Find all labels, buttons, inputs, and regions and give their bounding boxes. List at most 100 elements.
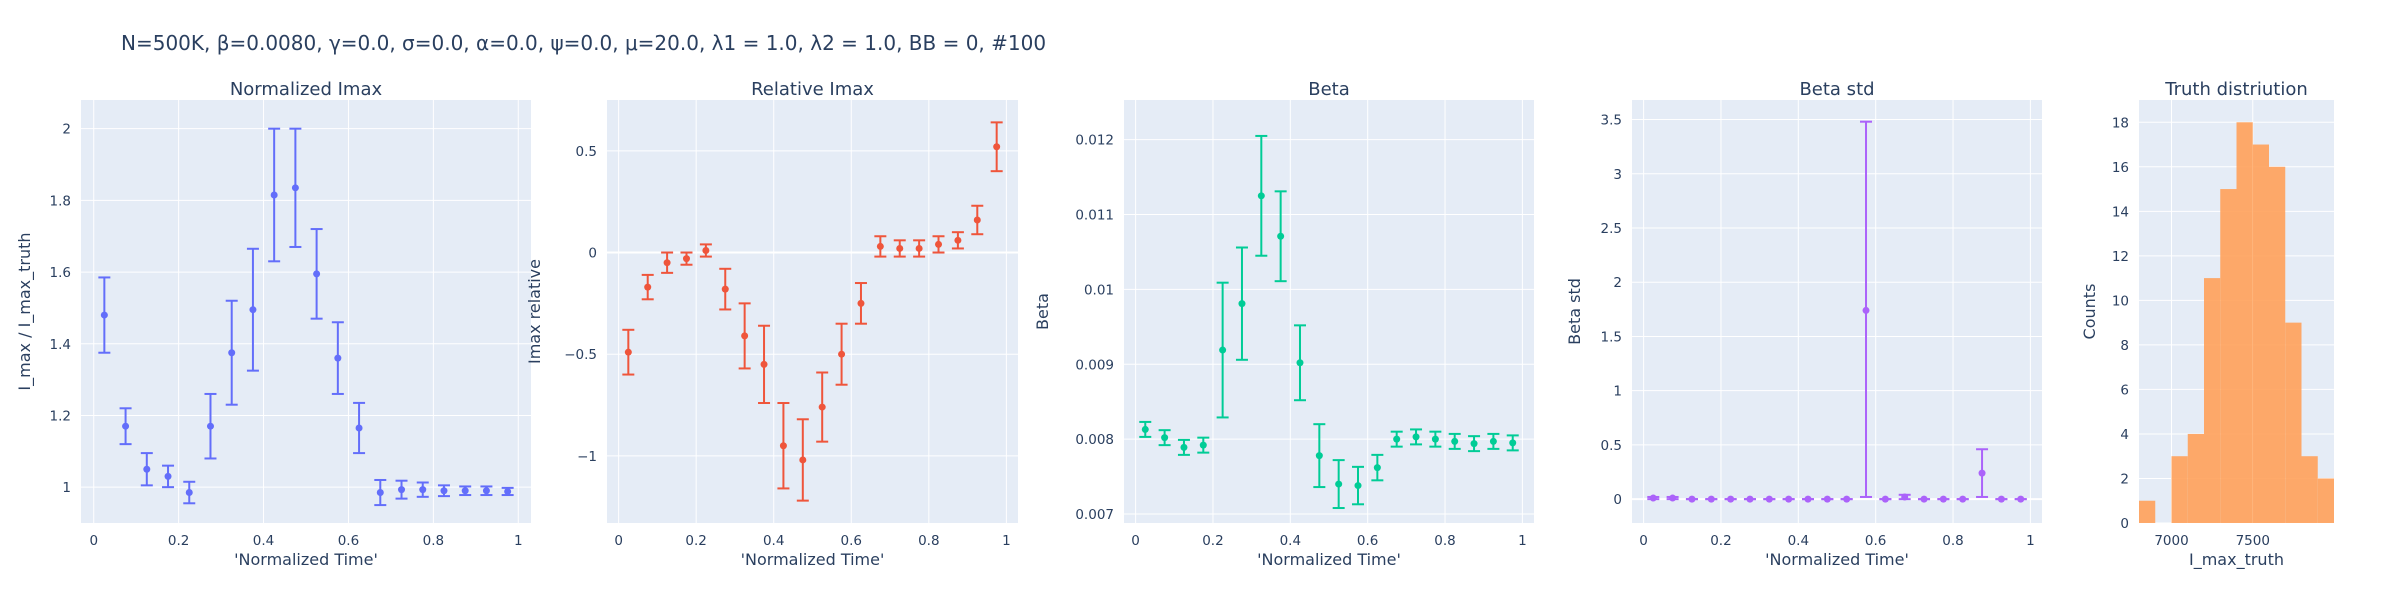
data-point: [1393, 435, 1401, 443]
data-point: [270, 191, 278, 199]
histogram-bar: [2317, 478, 2334, 523]
subplot-title: Relative Imax: [751, 79, 874, 100]
subplot-5: 0 2 4 6 8 10 12 14 16 18 7000 7500 Truth distriution…: [2080, 79, 2334, 570]
y-axis-label: Imax relative: [525, 259, 544, 364]
y-tick-label: 3: [1613, 167, 1622, 183]
data-point: [896, 244, 904, 252]
data-point: [504, 487, 512, 495]
data-point: [1920, 495, 1928, 503]
y-axis-label: I_max / I_max_truth: [15, 232, 35, 390]
x-tick-label: 1: [2026, 533, 2035, 549]
x-tick-label: 1: [1518, 533, 1527, 549]
x-axis-label: 'Normalized Time': [1765, 550, 1909, 569]
x-tick-label: 0.4: [1280, 533, 1301, 549]
data-point: [702, 246, 710, 254]
data-point: [973, 216, 981, 224]
y-tick-label: 2.5: [1601, 221, 1622, 237]
y-tick-label: 0.01: [1084, 282, 1114, 298]
x-tick-label: 0.8: [1434, 533, 1455, 549]
data-point: [228, 349, 236, 357]
y-tick-label: 8: [2120, 338, 2129, 354]
x-tick-label: 0.6: [1865, 533, 1886, 549]
histogram-bar: [2301, 456, 2318, 523]
y-tick-label: −1: [577, 449, 597, 465]
plot-area: [1632, 100, 2042, 523]
x-tick-label: 0.6: [841, 533, 862, 549]
x-tick-label: 0.4: [763, 533, 784, 549]
data-point: [334, 354, 342, 362]
data-point: [1688, 495, 1696, 503]
histogram-bar: [2269, 166, 2286, 523]
data-point: [461, 487, 469, 495]
x-tick-label: 0.2: [1710, 533, 1731, 549]
y-tick-label: 1.8: [50, 193, 71, 209]
data-point: [1431, 435, 1439, 443]
y-axis-label: Beta std: [1565, 278, 1584, 345]
y-tick-label: 3.5: [1601, 113, 1622, 129]
subplot-1: 1 1.2 1.4 1.6 1.8 2 0 0.2 0.4 0.6 0.8 1 Normalized I…: [15, 79, 531, 569]
x-tick-label: 0.8: [1942, 533, 1963, 549]
x-axis-label: 'Normalized Time': [234, 550, 378, 569]
subplots: 1 1.2 1.4 1.6 1.8 2 0 0.2 0.4 0.6 0.8 1 Normalized I…: [15, 79, 2334, 570]
data-point: [1141, 425, 1149, 433]
data-point: [721, 285, 729, 293]
y-tick-label: 12: [2112, 249, 2129, 265]
x-tick-label: 7500: [2236, 533, 2270, 549]
y-tick-label: 0.5: [576, 144, 597, 160]
data-point: [1765, 495, 1773, 503]
histogram-bar: [2204, 278, 2221, 523]
y-tick-label: 0.011: [1075, 208, 1114, 224]
data-point: [1649, 494, 1657, 502]
y-tick-label: 1.4: [50, 337, 71, 353]
data-point: [1412, 433, 1420, 441]
histogram-bar: [2252, 144, 2269, 524]
data-point: [1707, 495, 1715, 503]
histogram-bar: [2220, 189, 2237, 524]
y-tick-label: 0.012: [1075, 133, 1114, 149]
y-tick-label: 16: [2112, 160, 2129, 176]
data-point: [1257, 192, 1265, 200]
data-point: [1997, 495, 2005, 503]
data-point: [1862, 306, 1870, 314]
data-point: [1315, 452, 1323, 460]
data-point: [857, 299, 865, 307]
y-tick-label: 2: [2120, 471, 2129, 487]
data-point: [1219, 346, 1227, 354]
data-point: [760, 360, 768, 368]
data-point: [682, 255, 690, 263]
data-point: [482, 487, 490, 495]
subplot-3: 0.007 0.008 0.009 0.01 0.011 0.012 0 0.2 0.4 0.6 0…: [1033, 79, 1534, 569]
data-point: [915, 244, 923, 252]
y-tick-label: 0.007: [1075, 507, 1114, 523]
data-point: [954, 236, 962, 244]
y-tick-label: 2: [1613, 275, 1622, 291]
x-tick-label: 0: [614, 533, 623, 549]
x-axis-label: I_max_truth: [2189, 550, 2284, 570]
data-point: [838, 350, 846, 358]
histogram-bar: [2187, 433, 2204, 523]
subplot-2: −1 −0.5 0 0.5 0 0.2 0.4 0.6 0.8 1 Relative Imax 'No…: [525, 79, 1018, 569]
x-axis-label: 'Normalized Time': [1257, 550, 1401, 569]
y-tick-label: 4: [2120, 427, 2129, 443]
data-point: [1296, 359, 1304, 367]
data-point: [1180, 443, 1188, 451]
data-point: [1901, 493, 1909, 501]
subplot-title: Beta std: [1799, 79, 1874, 100]
data-point: [624, 348, 632, 356]
subplot-title: Truth distriution: [2164, 79, 2308, 100]
x-tick-label: 1: [1002, 533, 1011, 549]
data-point: [355, 424, 363, 432]
x-tick-label: 0.2: [1202, 533, 1223, 549]
y-tick-label: 10: [2112, 293, 2129, 309]
y-tick-label: 0: [1613, 492, 1622, 508]
data-point: [1451, 437, 1459, 445]
x-tick-label: 0: [1639, 533, 1648, 549]
data-point: [779, 442, 787, 450]
y-tick-label: 0.5: [1601, 438, 1622, 454]
x-tick-label: 0.2: [168, 533, 189, 549]
data-point: [818, 403, 826, 411]
subplot-title: Normalized Imax: [230, 79, 383, 100]
x-tick-label: 0.8: [423, 533, 444, 549]
data-point: [1470, 440, 1478, 448]
y-tick-label: 0.009: [1075, 357, 1114, 373]
